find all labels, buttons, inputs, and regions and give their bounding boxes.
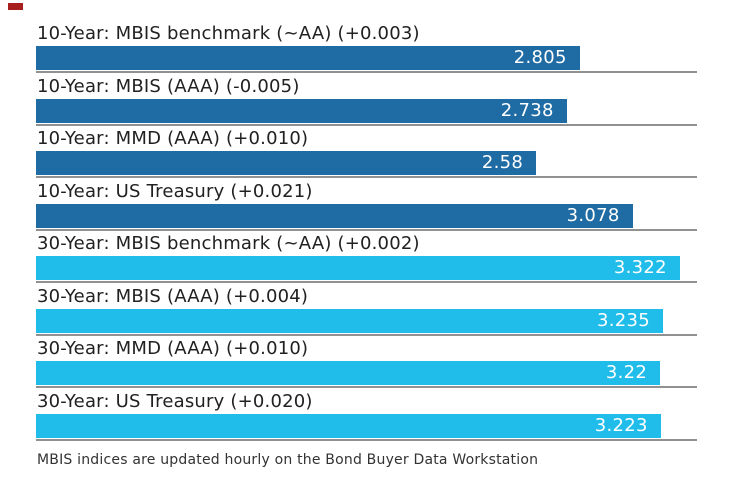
bar-row: 30-Year: MBIS benchmark (~AA) (+0.002) 3… <box>36 234 697 287</box>
bar: 2.58 <box>36 151 537 175</box>
bar: 2.738 <box>36 99 567 123</box>
bar: 3.223 <box>36 414 661 438</box>
bar-track: 2.738 <box>36 99 697 123</box>
bar-track: 3.078 <box>36 204 697 228</box>
separator-line <box>36 281 697 283</box>
bar-label: 30-Year: MBIS benchmark (~AA) (+0.002) <box>37 233 420 254</box>
bar-value: 3.235 <box>597 310 651 331</box>
bar: 3.22 <box>36 361 661 385</box>
separator-line <box>36 229 697 231</box>
separator-line <box>36 71 697 73</box>
bar-row: 30-Year: US Treasury (+0.020) 3.223 <box>36 392 697 445</box>
bar-value: 3.322 <box>613 257 667 278</box>
bar-label: 10-Year: MBIS benchmark (~AA) (+0.003) <box>37 23 420 44</box>
bar-row: 30-Year: MMD (AAA) (+0.010) 3.22 <box>36 339 697 392</box>
bar-row: 30-Year: MBIS (AAA) (+0.004) 3.235 <box>36 287 697 340</box>
red-corner-mark <box>8 3 23 10</box>
bar-value: 2.58 <box>481 152 524 173</box>
bar-track: 2.58 <box>36 151 697 175</box>
bar-row: 10-Year: MBIS benchmark (~AA) (+0.003) 2… <box>36 24 697 77</box>
bar-row: 10-Year: US Treasury (+0.021) 3.078 <box>36 182 697 235</box>
bar: 3.235 <box>36 309 664 333</box>
separator-line <box>36 386 697 388</box>
bar-row: 10-Year: MMD (AAA) (+0.010) 2.58 <box>36 129 697 182</box>
bar-track: 3.235 <box>36 309 697 333</box>
bar-label: 30-Year: MBIS (AAA) (+0.004) <box>37 286 309 307</box>
chart-footnote: MBIS indices are updated hourly on the B… <box>37 452 539 468</box>
bar-value: 2.738 <box>500 100 554 121</box>
bar-value: 2.805 <box>513 47 567 68</box>
bar-track: 3.322 <box>36 256 697 280</box>
bar-label: 10-Year: MBIS (AAA) (-0.005) <box>37 76 300 97</box>
bar: 2.805 <box>36 46 580 70</box>
separator-line <box>36 124 697 126</box>
bar-label: 30-Year: US Treasury (+0.020) <box>37 391 313 412</box>
bar-label: 30-Year: MMD (AAA) (+0.010) <box>37 338 309 359</box>
bar-label: 10-Year: MMD (AAA) (+0.010) <box>37 128 309 149</box>
separator-line <box>36 176 697 178</box>
bar-value: 3.22 <box>605 362 648 383</box>
bar-track: 3.223 <box>36 414 697 438</box>
bar-row: 10-Year: MBIS (AAA) (-0.005) 2.738 <box>36 77 697 130</box>
bar-value: 3.078 <box>566 205 620 226</box>
separator-line <box>36 439 697 441</box>
separator-line <box>36 334 697 336</box>
bar-track: 2.805 <box>36 46 697 70</box>
bar-track: 3.22 <box>36 361 697 385</box>
bar: 3.322 <box>36 256 680 280</box>
bar-label: 10-Year: US Treasury (+0.021) <box>37 181 313 202</box>
bar: 3.078 <box>36 204 633 228</box>
bar-value: 3.223 <box>594 415 648 436</box>
